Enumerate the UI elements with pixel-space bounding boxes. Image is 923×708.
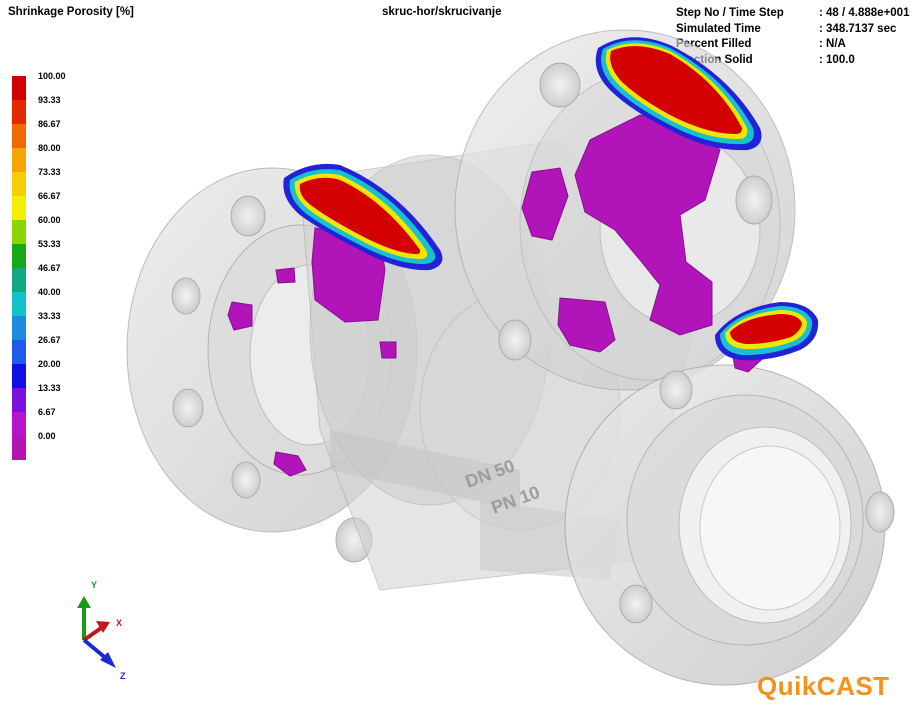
- legend-label: 66.67: [38, 191, 61, 201]
- legend-label: 60.00: [38, 215, 61, 225]
- legend-label: 33.33: [38, 311, 61, 321]
- legend-swatch: [12, 220, 26, 244]
- legend-swatch: [12, 412, 26, 436]
- x-axis-arrowhead: [96, 621, 110, 633]
- legend-label: 100.00: [38, 71, 66, 81]
- model-path: skruc-hor/skrucivanje: [382, 6, 502, 18]
- legend-swatch: [12, 316, 26, 340]
- info-value: : 48 / 4.888e+001: [819, 7, 910, 19]
- legend-label: 53.33: [38, 239, 61, 249]
- z-axis-arrowhead: [100, 652, 116, 668]
- legend-swatch: [12, 436, 26, 460]
- info-key: Step No / Time Step: [676, 7, 784, 19]
- legend-swatch: [12, 172, 26, 196]
- legend-swatch: [12, 148, 26, 172]
- legend-label: 46.67: [38, 263, 61, 273]
- legend-swatch: [12, 196, 26, 220]
- legend-swatch: [12, 268, 26, 292]
- quikcast-logo: QuikCAST: [757, 671, 890, 701]
- y-axis-arrowhead: [77, 596, 91, 608]
- legend-label: 26.67: [38, 335, 61, 345]
- z-axis-label: Z: [120, 671, 126, 681]
- legend-label: 13.33: [38, 383, 61, 393]
- porosity-hotspot-top: [595, 37, 762, 151]
- info-row-step: Step No / Time Step : 48 / 4.888e+001: [676, 6, 909, 22]
- x-axis-label: X: [116, 618, 122, 628]
- legend-swatch: [12, 76, 26, 100]
- legend-label: 80.00: [38, 143, 61, 153]
- info-value: : 348.7137 sec: [819, 22, 897, 35]
- legend-swatch: [12, 388, 26, 412]
- legend-swatch: [12, 364, 26, 388]
- axis-triad: Y X Z: [77, 580, 126, 681]
- legend-swatch: [12, 292, 26, 316]
- porosity-low-regions: [227, 114, 771, 477]
- legend-label: 86.67: [38, 119, 61, 129]
- legend-label: 20.00: [38, 359, 61, 369]
- legend-title: Shrinkage Porosity [%]: [8, 6, 134, 18]
- porosity-hotspot-right: [715, 302, 819, 361]
- legend-label: 0.00: [38, 431, 56, 441]
- legend-label: 40.00: [38, 287, 61, 297]
- porosity-hotspot-left: [283, 163, 443, 271]
- info-row-time: Simulated Time : 348.7137 sec: [676, 22, 909, 38]
- legend-label: 73.33: [38, 167, 61, 177]
- legend-swatch: [12, 244, 26, 268]
- legend-swatch: [12, 340, 26, 364]
- info-value: : 100.0: [819, 53, 855, 66]
- legend-label: 93.33: [38, 95, 61, 105]
- info-key: Simulated Time: [676, 22, 761, 35]
- valve-body-ghost: [126, 29, 895, 686]
- legend-label: 6.67: [38, 407, 56, 417]
- legend-swatch: [12, 100, 26, 124]
- info-value: : N/A: [819, 38, 846, 50]
- legend-swatch: [12, 124, 26, 148]
- y-axis-label: Y: [91, 580, 97, 590]
